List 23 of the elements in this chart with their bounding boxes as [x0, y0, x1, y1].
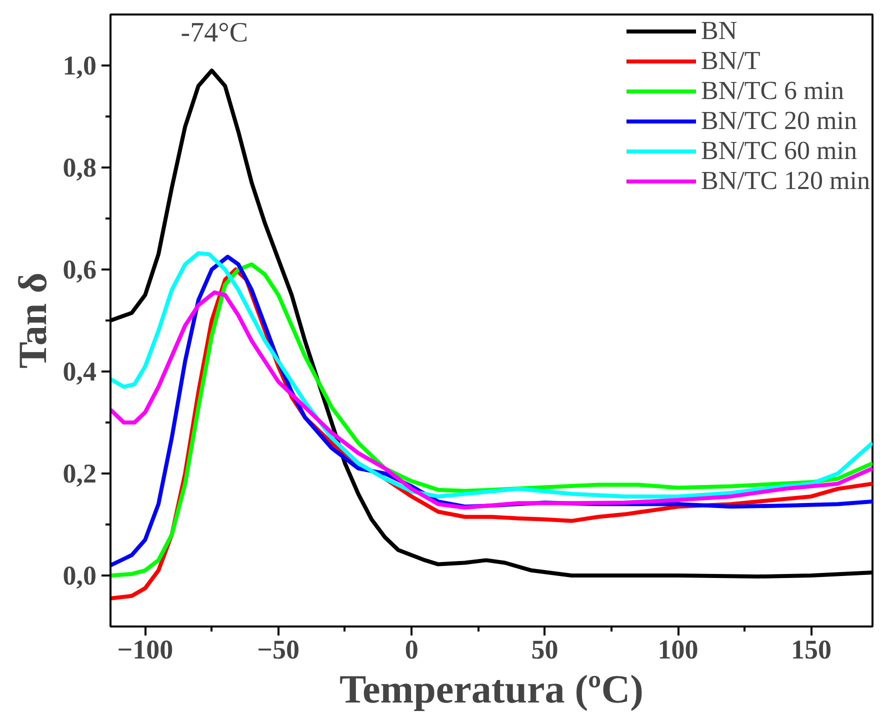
y-tick-label: 0,6	[62, 254, 96, 284]
y-tick-label: 1,0	[62, 50, 96, 80]
y-axis-title: Tan δ	[10, 272, 55, 369]
x-axis-title: Temperatura (ºC)	[340, 666, 644, 712]
y-tick-label: 0,0	[62, 560, 96, 590]
y-tick-label: 0,2	[62, 458, 96, 488]
x-tick-label: 100	[658, 634, 698, 664]
legend-label: BN/TC 120 min	[700, 166, 870, 196]
x-tick-label: 50	[531, 634, 558, 664]
annotation: -74°C	[180, 18, 248, 49]
x-tick-label: 150	[790, 634, 832, 664]
x-tick-label: −50	[257, 634, 300, 664]
line-series	[110, 251, 872, 498]
legend-label: BN/TC 6 min	[700, 76, 844, 106]
legend-label: BN/TC 20 min	[700, 106, 857, 136]
x-tick-label: 0	[404, 634, 418, 664]
legend-label: BN	[700, 16, 738, 46]
x-tick-label: −100	[117, 634, 174, 664]
legend-label: BN/TC 60 min	[700, 136, 857, 166]
line-series	[110, 290, 872, 510]
y-tick-label: 0,8	[62, 152, 96, 182]
legend-label: BN/T	[700, 46, 760, 76]
y-tick-label: 0,4	[62, 356, 96, 386]
